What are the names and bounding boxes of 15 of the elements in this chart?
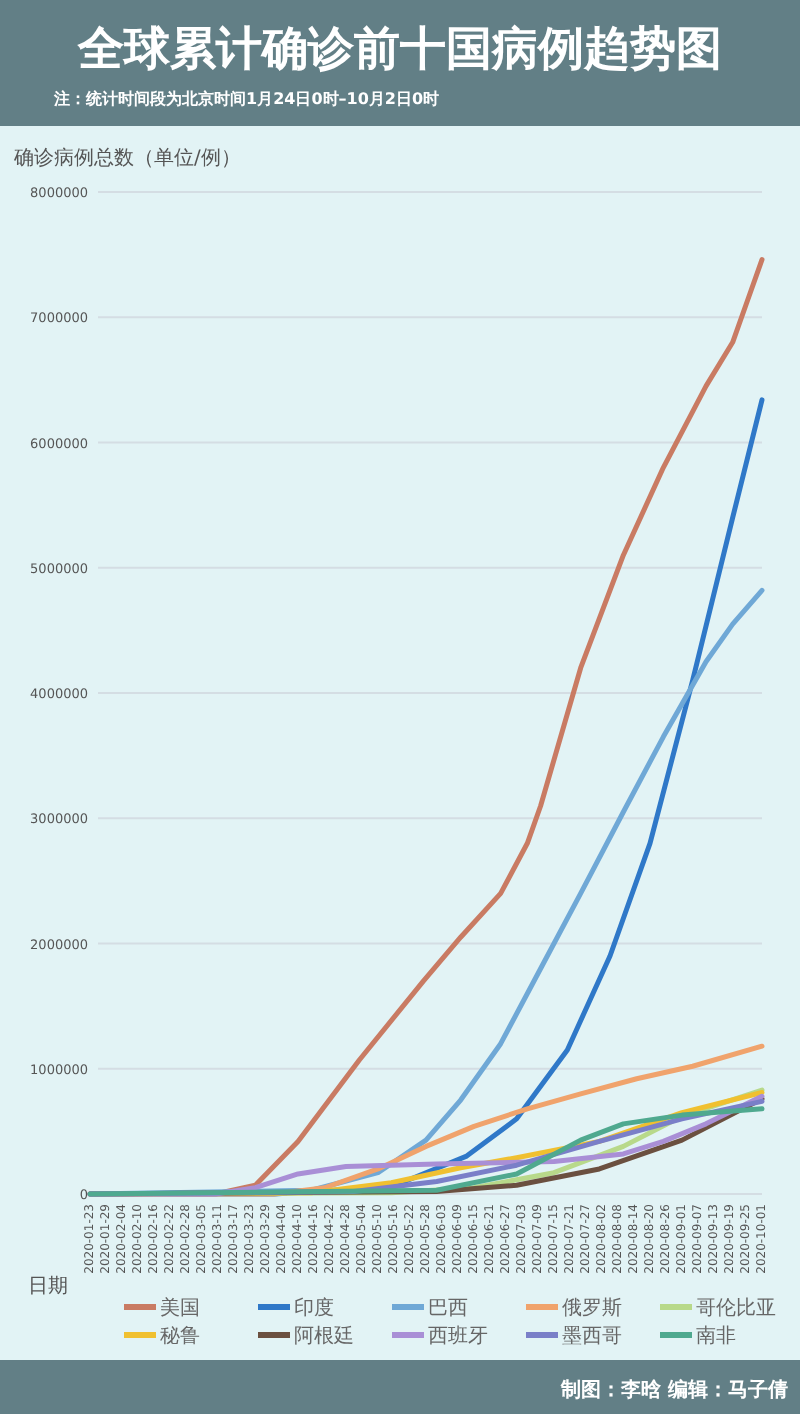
legend-label: 巴西	[428, 1298, 468, 1320]
legend-label: 印度	[294, 1296, 334, 1320]
legend-label: 秘鲁	[160, 1324, 200, 1348]
chart-title: 全球累计确诊前十国病例趋势图	[76, 24, 722, 76]
legend-label: 阿根廷	[294, 1324, 354, 1348]
legend-label: 南非	[696, 1324, 736, 1348]
legend-label: 墨西哥	[562, 1326, 622, 1348]
legend-label: 哥伦比亚	[696, 1296, 776, 1320]
legend-label: 西班牙	[428, 1324, 488, 1348]
x-axis-title: 日期	[28, 1274, 68, 1298]
legend-label: 美国	[160, 1296, 200, 1320]
legend-label: 俄罗斯	[562, 1296, 622, 1320]
chart-subtitle: 注：统计时间段为北京时间1月24日0时–10月2日0时	[52, 90, 440, 108]
y-axis-title: 确诊病例总数（单位/例）	[12, 146, 241, 170]
text: 制图：李晗 编辑：马子倩	[559, 1378, 788, 1402]
